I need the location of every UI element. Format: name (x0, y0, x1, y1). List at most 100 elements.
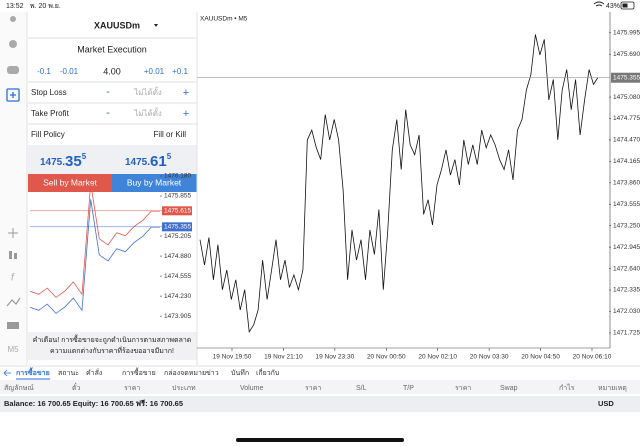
collapse-icon[interactable] (3, 369, 11, 377)
x-tick-label: 20 Nov 02:10 (418, 354, 457, 361)
sell-button-label[interactable]: Sell by Market (43, 177, 97, 187)
status-date: พ. 20 พ.ย. (30, 3, 61, 10)
battery-level (622, 3, 628, 8)
column-header: S/L (356, 385, 367, 392)
symbol-dropdown[interactable] (154, 24, 158, 27)
volume-button[interactable]: +0.1 (172, 67, 188, 76)
symbol[interactable]: XAUUSDm (94, 20, 140, 30)
take-profit-minus[interactable]: - (106, 107, 110, 119)
current-price-tag (611, 72, 640, 83)
stop-loss-minus[interactable]: - (106, 86, 110, 98)
home-indicator[interactable] (236, 438, 404, 442)
tab[interactable]: บันทึก (231, 368, 249, 377)
templates-icon[interactable] (7, 322, 19, 329)
bid-big: 35 (65, 153, 82, 170)
y-tick-label: 1475.205 (164, 233, 191, 240)
tab[interactable]: ข่าว (206, 370, 219, 377)
balance-text: Balance: 16 700.65 Equity: 16 700.65 ฟรี… (4, 399, 183, 408)
x-tick-label: 19 Nov 23:30 (316, 354, 355, 361)
battery-icon (620, 1, 635, 10)
bid-price: 1475.355 (40, 152, 87, 170)
y-tick-label: 1474.555 (164, 273, 191, 280)
price-tag-label: 1475.355 (164, 224, 191, 231)
take-profit-label: Take Profit (31, 109, 70, 118)
new-order-plus (10, 92, 16, 98)
stop-loss-label: Stop Loss (31, 88, 67, 97)
timeframe[interactable]: M5 (7, 345, 19, 354)
chat-icon[interactable] (7, 66, 19, 74)
ask-price: 1475.615 (125, 152, 172, 170)
x-tick-label: 20 Nov 06:10 (573, 354, 612, 361)
column-header: ราคา (124, 385, 140, 392)
stop-loss-value[interactable]: ไม่ได้ตั้ง (133, 86, 162, 97)
tab[interactable]: คำสั่ง (86, 368, 102, 377)
bid-main: 1475. (40, 157, 65, 168)
x-tick-label: 20 Nov 04:50 (521, 354, 560, 361)
tab[interactable]: กล่องจดหมาย (164, 370, 206, 377)
column-header: สัญลักษณ์ (4, 384, 34, 392)
y-tick-label: 1475.080 (613, 94, 640, 101)
price-line (199, 34, 599, 333)
column-header: Volume (240, 385, 263, 392)
candle-icon (14, 253, 17, 259)
price-line (29, 199, 160, 314)
column-header: ตั๋ว (72, 383, 81, 392)
tab[interactable]: การซื้อขาย (122, 366, 156, 377)
candle-icon[interactable] (9, 251, 12, 259)
table-header (0, 380, 640, 394)
take-profit-plus[interactable]: + (183, 108, 189, 120)
new-order-icon[interactable] (6, 88, 20, 102)
column-header: กำไร (559, 383, 575, 392)
volume-value[interactable]: 4.00 (103, 66, 121, 76)
tab-bar: การซื้อขาย สถานะ คำสั่ง การซื้อขาย กล่องจดหม… (16, 366, 279, 380)
price-line (29, 183, 160, 298)
table-columns: สัญลักษณ์ ตั๋ว ราคา ประเภท Volume ราคา S/L T/P ร… (4, 383, 627, 392)
crosshair-icon[interactable] (8, 228, 18, 238)
y-tick-label: 1474.165 (613, 158, 640, 165)
volume-button[interactable]: +0.01 (144, 67, 165, 76)
sidebar (0, 12, 27, 365)
buy-button-label[interactable]: Buy by Market (127, 177, 182, 187)
ask-small: 5 (167, 152, 172, 161)
x-tick-label: 20 Nov 03:30 (470, 354, 509, 361)
tab[interactable]: การซื้อขาย (16, 366, 50, 377)
fill-policy-value[interactable]: Fill or Kill (154, 130, 187, 139)
y-tick-label: 1473.905 (164, 313, 191, 320)
column-header: Swap (500, 385, 518, 392)
y-tick-label: 1473.555 (613, 201, 640, 208)
tab[interactable]: เกี่ยวกับ (256, 368, 279, 377)
tab[interactable]: สถานะ (58, 370, 79, 377)
x-tick-label: 19 Nov 19:50 (213, 354, 252, 361)
indicator-icon[interactable]: f (11, 273, 15, 284)
price-tag (162, 206, 192, 216)
ask-main: 1475. (125, 157, 150, 168)
column-header: ราคา (305, 385, 321, 392)
column-header: T/P (403, 385, 414, 392)
balance-row (0, 396, 640, 412)
buy-button[interactable] (112, 174, 197, 192)
bid-small: 5 (82, 152, 87, 161)
status-battery: 43% (606, 3, 620, 10)
warning-box (28, 332, 197, 360)
y-tick-label: 1474.470 (613, 137, 640, 144)
stop-loss-plus[interactable]: + (183, 87, 189, 99)
warning-text: ความแตกต่างกับราคาที่ร้องขออาจมีมาก! (50, 346, 174, 355)
volume-button[interactable]: -0.1 (37, 67, 51, 76)
y-tick-label: 1471.725 (613, 330, 640, 337)
volume-button[interactable]: -0.01 (60, 67, 79, 76)
wifi-icon (593, 1, 605, 7)
x-tick-label: 20 Nov 00:50 (367, 354, 406, 361)
y-tick-label: 1474.775 (613, 115, 640, 122)
y-tick-label: 1474.880 (164, 253, 191, 260)
price-box (28, 145, 197, 174)
y-tick-label: 1475.855 (164, 193, 191, 200)
take-profit-value[interactable]: ไม่ได้ตั้ง (133, 107, 162, 118)
objects-icon[interactable] (6, 297, 21, 307)
users-icon[interactable] (9, 40, 17, 48)
main-chart: 1475.995 1475.690 1475.080 1474.775 1474.470… (197, 29, 640, 361)
mini-chart: 1476.180 1475.855 1475.205 1474.880 1474.555… (29, 173, 192, 320)
y-tick-label: 1475.995 (613, 29, 640, 36)
execution-type[interactable]: Market Execution (77, 44, 147, 54)
user-icon[interactable] (10, 16, 16, 22)
